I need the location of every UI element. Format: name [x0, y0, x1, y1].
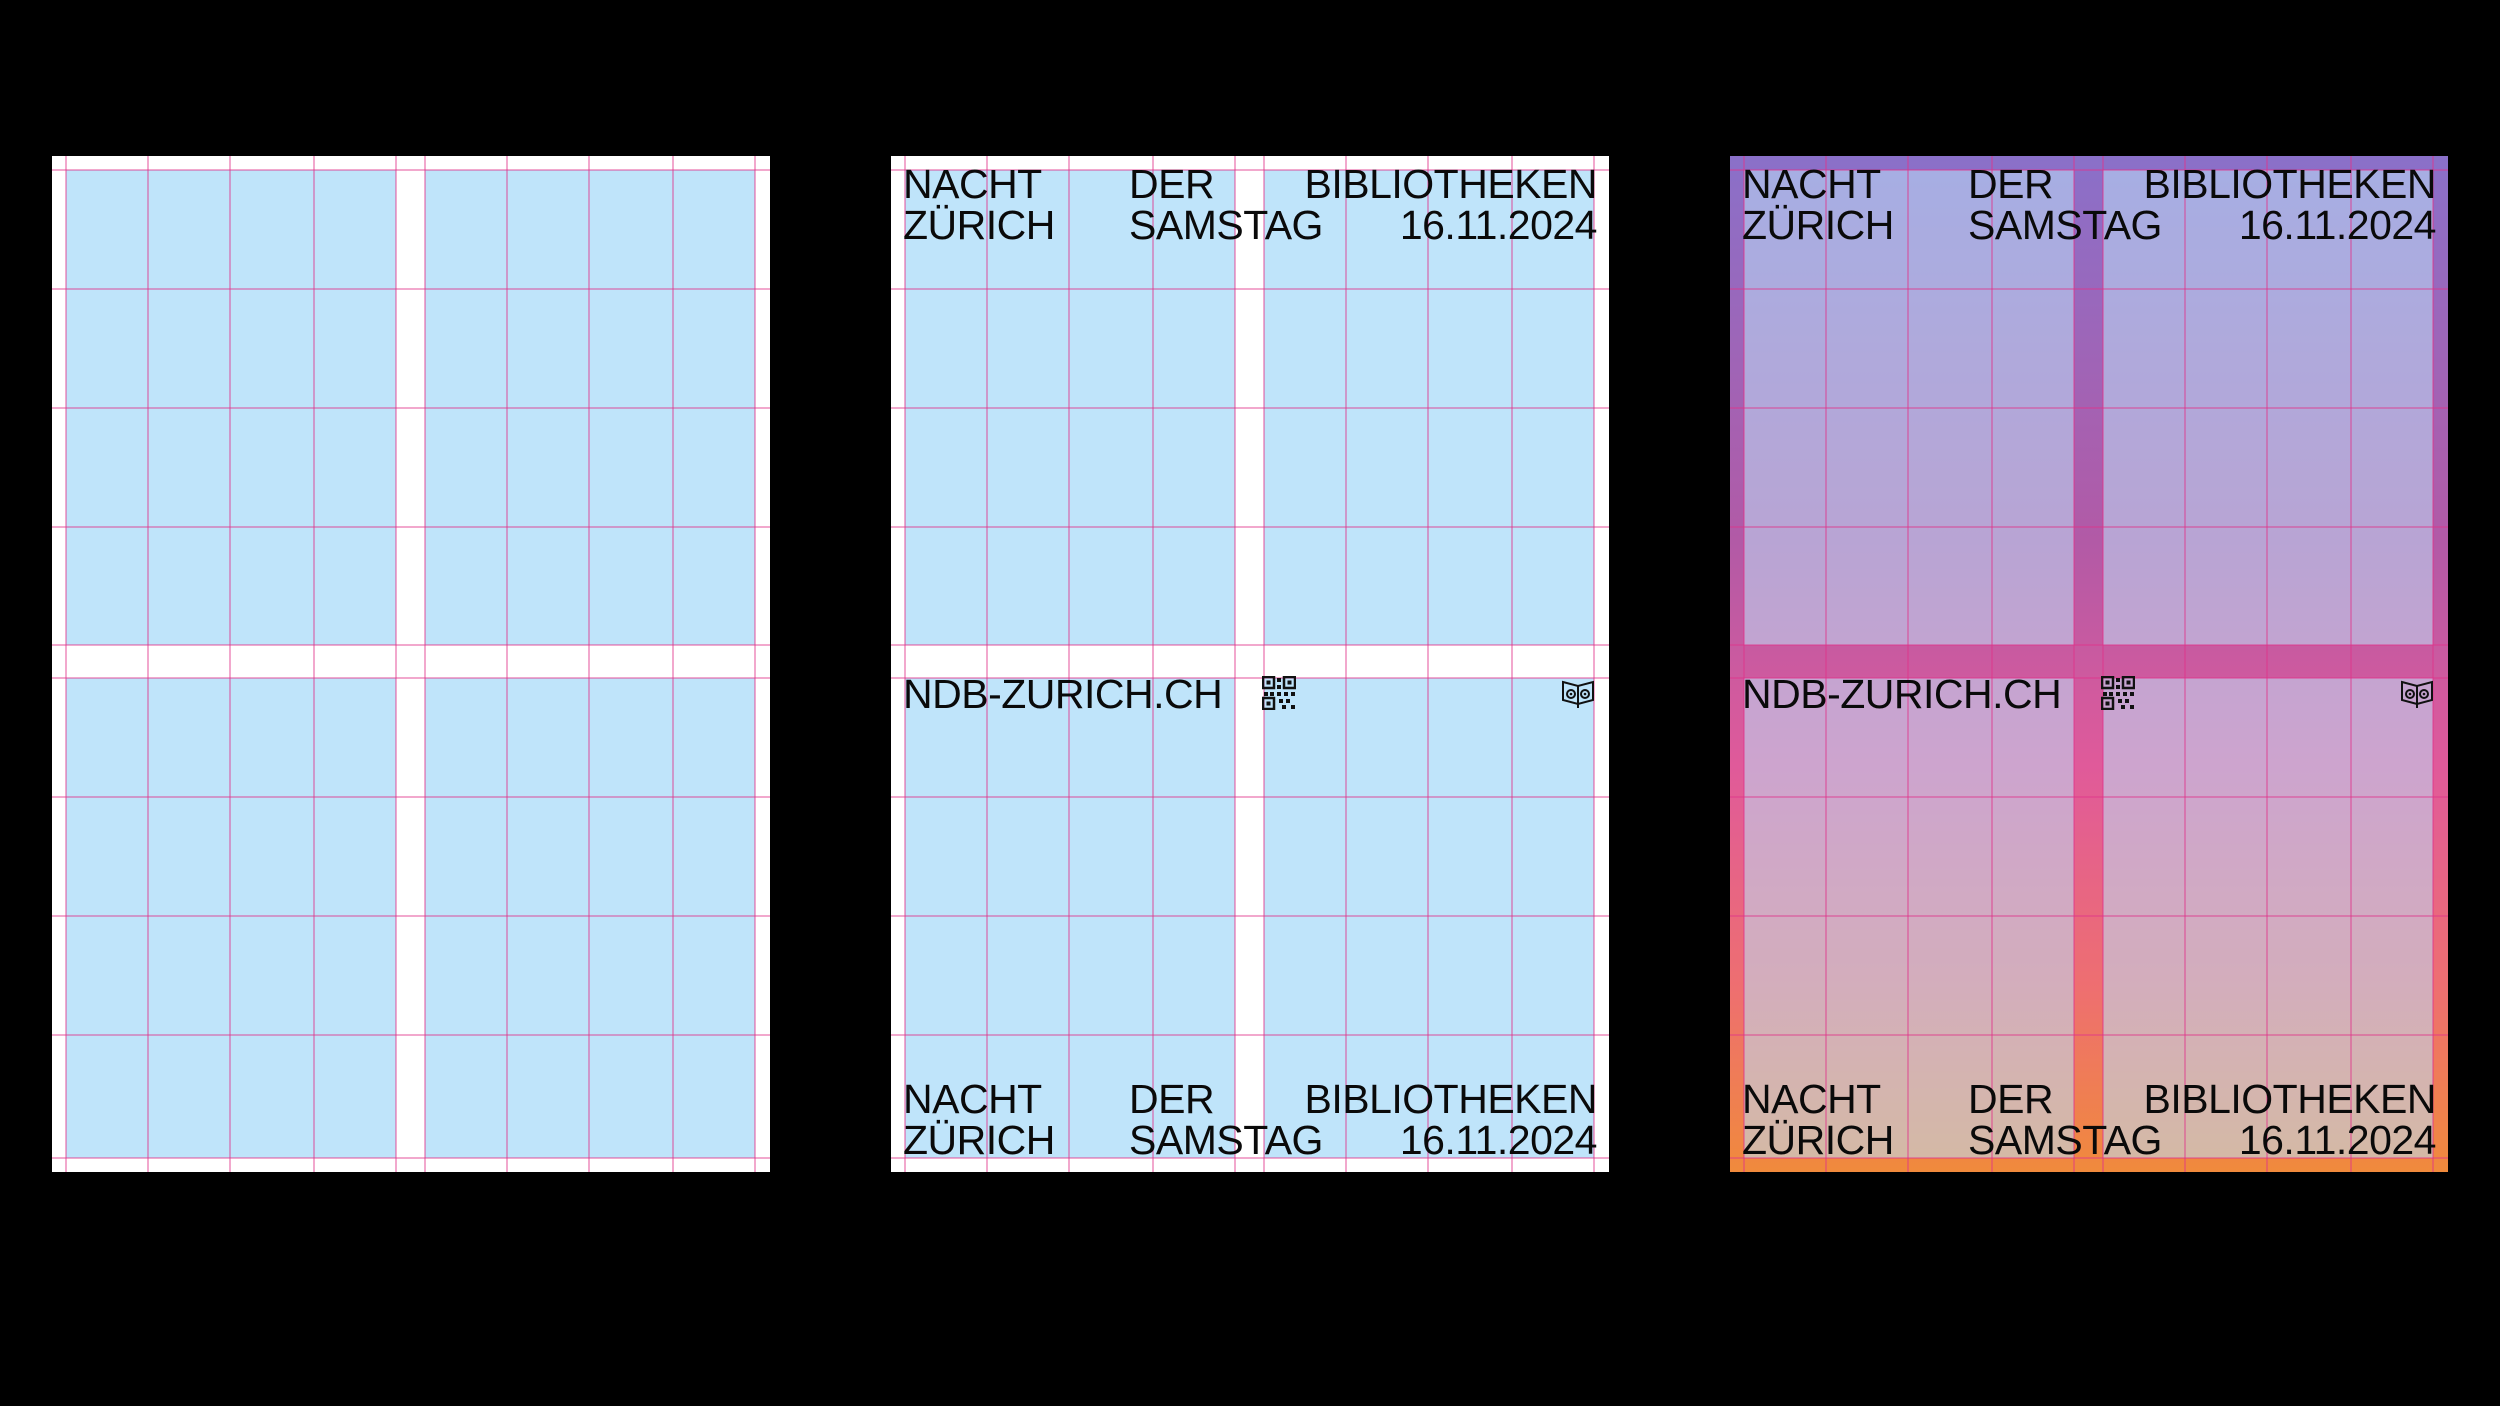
poster-gradient: NACHT DER BIBLIOTHEKEN ZÜRICH SAMSTAG 16… [1730, 156, 2448, 1172]
headline-der: DER [1129, 161, 1215, 207]
owl-book-icon [1562, 680, 1594, 708]
url-text: NDB-ZURICH.CH [903, 671, 1223, 717]
footer-date: 16.11.2024 [1399, 1117, 1598, 1163]
grid-panel-top-left [66, 170, 396, 645]
url-text: NDB-ZURICH.CH [1742, 671, 2062, 717]
grid-panel-bottom-left [905, 678, 1235, 1158]
headline-bibliotheken: BIBLIOTHEKEN [1304, 161, 1598, 207]
headline-date: 16.11.2024 [2238, 202, 2437, 248]
footer-zurich: ZÜRICH [1742, 1117, 1894, 1163]
footer-date: 16.11.2024 [2238, 1117, 2437, 1163]
headline-samstag: SAMSTAG [1968, 202, 2162, 248]
footer-nacht: NACHT [1742, 1076, 1881, 1122]
poster-layout: NACHT DER BIBLIOTHEKEN ZÜRICH SAMSTAG 16… [891, 156, 1609, 1172]
grid-panel-bottom-left [1744, 678, 2074, 1158]
headline-date: 16.11.2024 [1399, 202, 1598, 248]
grid-panel-bottom-right [425, 678, 755, 1158]
qr-code-icon [2101, 676, 2135, 710]
grid-panel-bottom-left [66, 678, 396, 1158]
headline-nacht: NACHT [903, 161, 1042, 207]
footer-bibliotheken: BIBLIOTHEKEN [1304, 1076, 1598, 1122]
qr-code-icon [1262, 676, 1296, 710]
grid-panel-bottom-right [1264, 678, 1594, 1158]
footer-bibliotheken: BIBLIOTHEKEN [2143, 1076, 2437, 1122]
headline-samstag: SAMSTAG [1129, 202, 1323, 248]
footer-der: DER [1129, 1076, 1215, 1122]
grid-panel-top-right [425, 170, 755, 645]
grid-panel-bottom-right [2103, 678, 2433, 1158]
poster-grid-only [52, 156, 770, 1172]
owl-book-icon [2401, 680, 2433, 708]
footer-samstag: SAMSTAG [1968, 1117, 2162, 1163]
footer-nacht: NACHT [903, 1076, 1042, 1122]
headline-nacht: NACHT [1742, 161, 1881, 207]
headline-zurich: ZÜRICH [1742, 202, 1894, 248]
headline-zurich: ZÜRICH [903, 202, 1055, 248]
footer-samstag: SAMSTAG [1129, 1117, 1323, 1163]
headline-bibliotheken: BIBLIOTHEKEN [2143, 161, 2437, 207]
footer-der: DER [1968, 1076, 2054, 1122]
headline-der: DER [1968, 161, 2054, 207]
footer-zurich: ZÜRICH [903, 1117, 1055, 1163]
